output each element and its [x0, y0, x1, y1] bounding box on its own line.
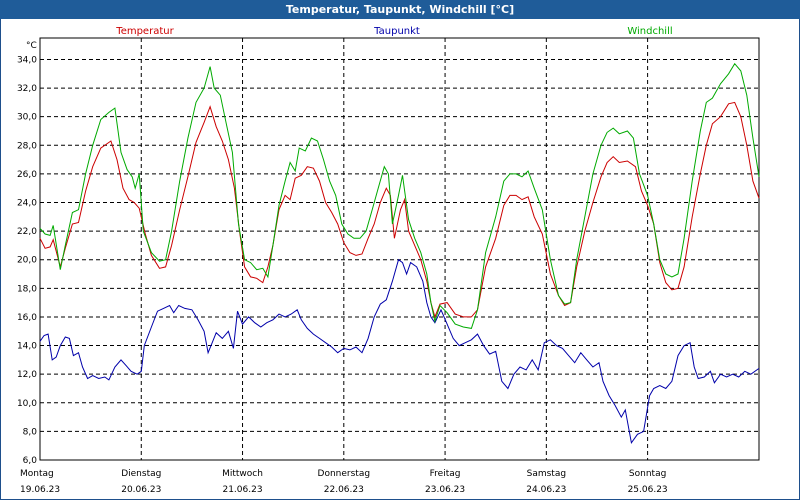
y-tick-label: 10,0	[17, 399, 37, 409]
series-lines	[39, 62, 760, 445]
x-day-name: Samstag	[527, 469, 566, 479]
grid-lines	[40, 38, 759, 461]
x-day-date: 21.06.23	[222, 485, 262, 495]
x-day-name: Donnerstag	[318, 469, 371, 479]
y-tick-label: 24,0	[17, 199, 37, 209]
x-day-name: Sonntag	[629, 469, 666, 479]
legend-taupunkt: Taupunkt	[373, 26, 420, 37]
y-tick-label: 6,0	[23, 456, 38, 466]
y-tick-label: 32,0	[17, 84, 37, 94]
y-tick-label: 22,0	[17, 227, 37, 237]
y-tick-label: 34,0	[17, 55, 37, 65]
legend: Temperatur Taupunkt Windchill	[115, 26, 672, 37]
y-tick-labels: 6,0 8,0 10,0 12,0 14,0 16,0 18,0 20,0 22,0 24,0 26…	[17, 55, 37, 466]
y-tick-label: 26,0	[17, 170, 37, 180]
x-day-name: Montag	[20, 469, 54, 479]
y-tick-label: 28,0	[17, 141, 37, 151]
x-day-name: Dienstag	[121, 469, 161, 479]
y-tick-label: 18,0	[17, 284, 37, 294]
legend-windchill: Windchill	[627, 26, 672, 37]
series-line-taupunkt	[39, 258, 760, 445]
x-day-date: 19.06.23	[20, 485, 60, 495]
y-axis-label: °C	[26, 41, 37, 51]
x-day-name: Mittwoch	[222, 469, 263, 479]
x-day-name: Freitag	[430, 469, 461, 479]
y-tick-label: 8,0	[23, 427, 38, 437]
chart-title: Temperatur, Taupunkt, Windchill [°C]	[0, 0, 800, 19]
y-tick-label: 12,0	[17, 370, 37, 380]
x-day-date: 24.06.23	[526, 485, 566, 495]
y-tick-label: 14,0	[17, 342, 37, 352]
x-day-date: 25.06.23	[628, 485, 668, 495]
y-tick-label: 30,0	[17, 113, 37, 123]
series-line-temperatur	[39, 101, 760, 319]
y-tick-label: 20,0	[17, 256, 37, 266]
x-day-labels: Montag 19.06.23 Dienstag 20.06.23 Mittwoch 21…	[20, 469, 668, 495]
plot-area	[39, 37, 760, 461]
x-day-date: 20.06.23	[121, 485, 161, 495]
legend-temperatur: Temperatur	[115, 26, 174, 37]
x-day-date: 22.06.23	[324, 485, 364, 495]
y-tick-label: 16,0	[17, 313, 37, 323]
x-day-date: 23.06.23	[425, 485, 465, 495]
series-line-windchill	[39, 62, 760, 329]
